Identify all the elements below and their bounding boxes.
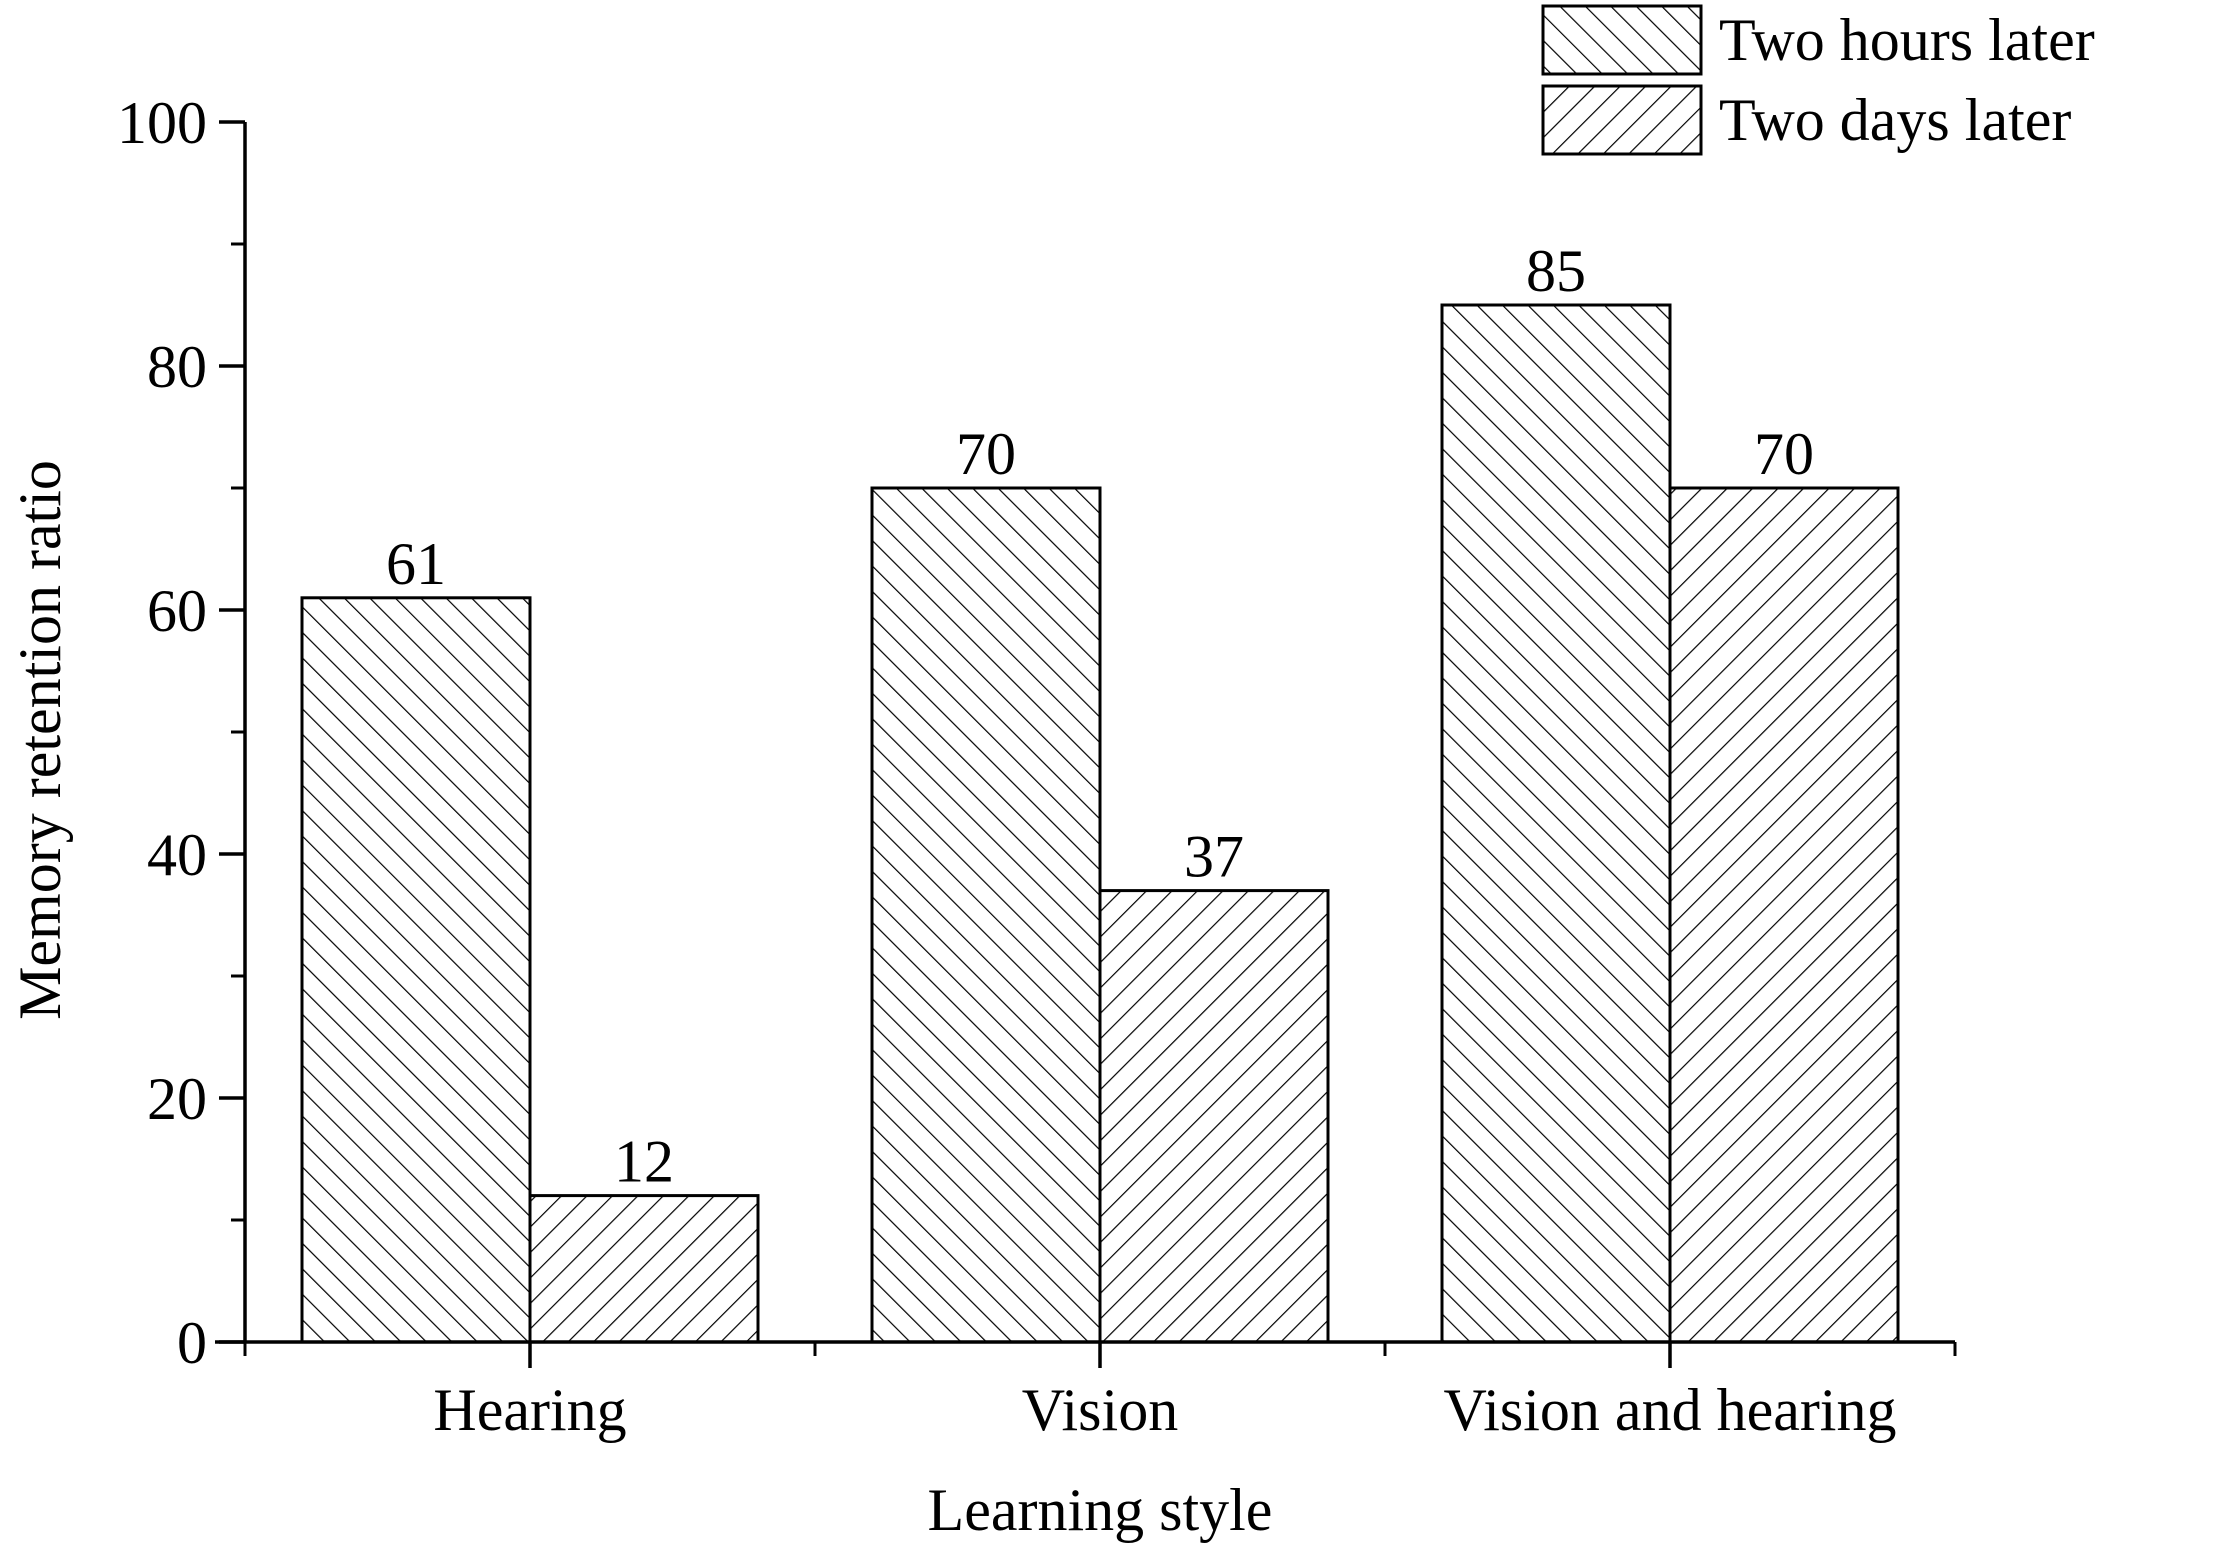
data-label: 37 xyxy=(1184,824,1244,890)
bar-hearing-series-2 xyxy=(528,1194,760,1344)
data-label: 12 xyxy=(614,1129,674,1195)
x-tick-label: Hearing xyxy=(433,1377,626,1443)
legend-label: Two days later xyxy=(1719,87,2071,153)
bar-vision-series-1 xyxy=(870,486,1102,1344)
data-labels-layer: 61 70 85 12 37 70 xyxy=(386,238,1814,1195)
bar-vision-and-hearing-series-1 xyxy=(1440,303,1672,1344)
data-label: 85 xyxy=(1526,238,1586,304)
legend: Two hours later Two days later xyxy=(1541,4,2095,156)
data-label: 61 xyxy=(386,531,446,597)
legend-label: Two hours later xyxy=(1719,7,2095,73)
y-axis-title: Memory retention ratio xyxy=(7,460,73,1020)
bar-hearing-series-1 xyxy=(300,596,532,1344)
bars-layer xyxy=(300,303,1900,1344)
data-label: 70 xyxy=(1754,421,1814,487)
y-tick-label: 40 xyxy=(147,822,207,888)
y-tick-label: 0 xyxy=(177,1310,207,1376)
axes-layer: 0 20 40 60 80 100 Hearing Vision Vision and hear… xyxy=(117,90,1957,1443)
bar-vision-series-2 xyxy=(1098,889,1330,1344)
x-tick-label: Vision and hearing xyxy=(1444,1377,1897,1443)
x-axis-title: Learning style xyxy=(928,1477,1273,1543)
x-tick-label: Vision xyxy=(1022,1377,1178,1443)
legend-swatch xyxy=(1541,84,1703,156)
bar-vision-and-hearing-series-2 xyxy=(1668,486,1900,1344)
legend-swatch xyxy=(1541,4,1703,76)
y-tick-label: 20 xyxy=(147,1066,207,1132)
y-tick-label: 100 xyxy=(117,90,207,156)
y-tick-label: 60 xyxy=(147,578,207,644)
y-tick-label: 80 xyxy=(147,334,207,400)
data-label: 70 xyxy=(956,421,1016,487)
